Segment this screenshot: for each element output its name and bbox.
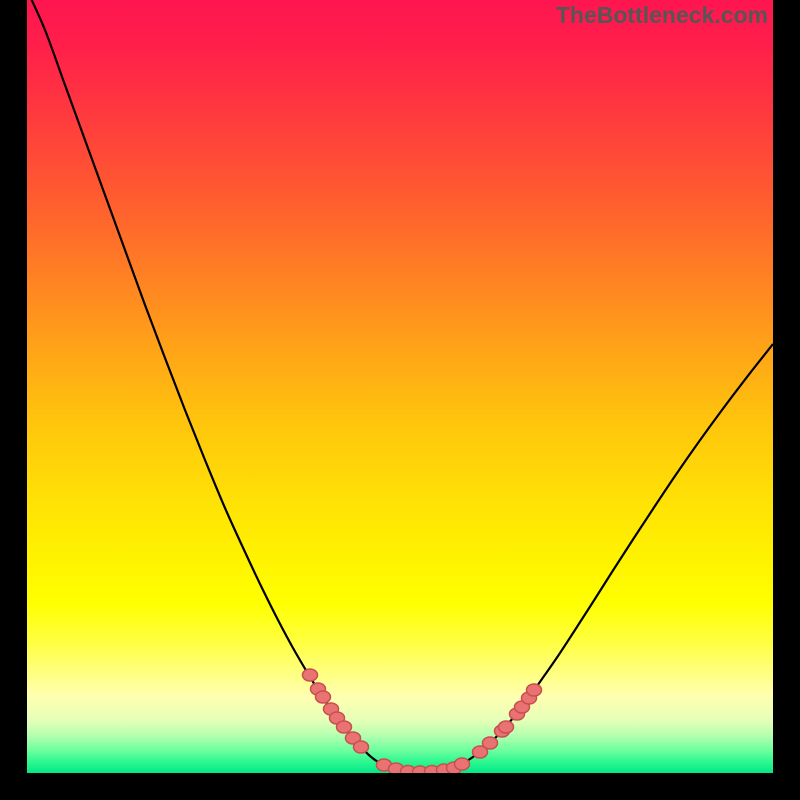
chart-svg: [0, 0, 800, 800]
data-point: [303, 669, 318, 681]
data-point: [455, 758, 470, 770]
data-point: [354, 741, 369, 753]
frame-right: [773, 0, 800, 800]
data-point: [316, 691, 331, 703]
data-point: [499, 721, 514, 733]
data-point: [483, 737, 498, 749]
gradient-background: [27, 0, 773, 773]
frame-left: [0, 0, 27, 800]
frame-bottom: [0, 773, 800, 800]
watermark-text: TheBottleneck.com: [556, 2, 768, 29]
data-point: [527, 684, 542, 696]
plot-area: [0, 0, 800, 800]
data-point: [337, 721, 352, 733]
